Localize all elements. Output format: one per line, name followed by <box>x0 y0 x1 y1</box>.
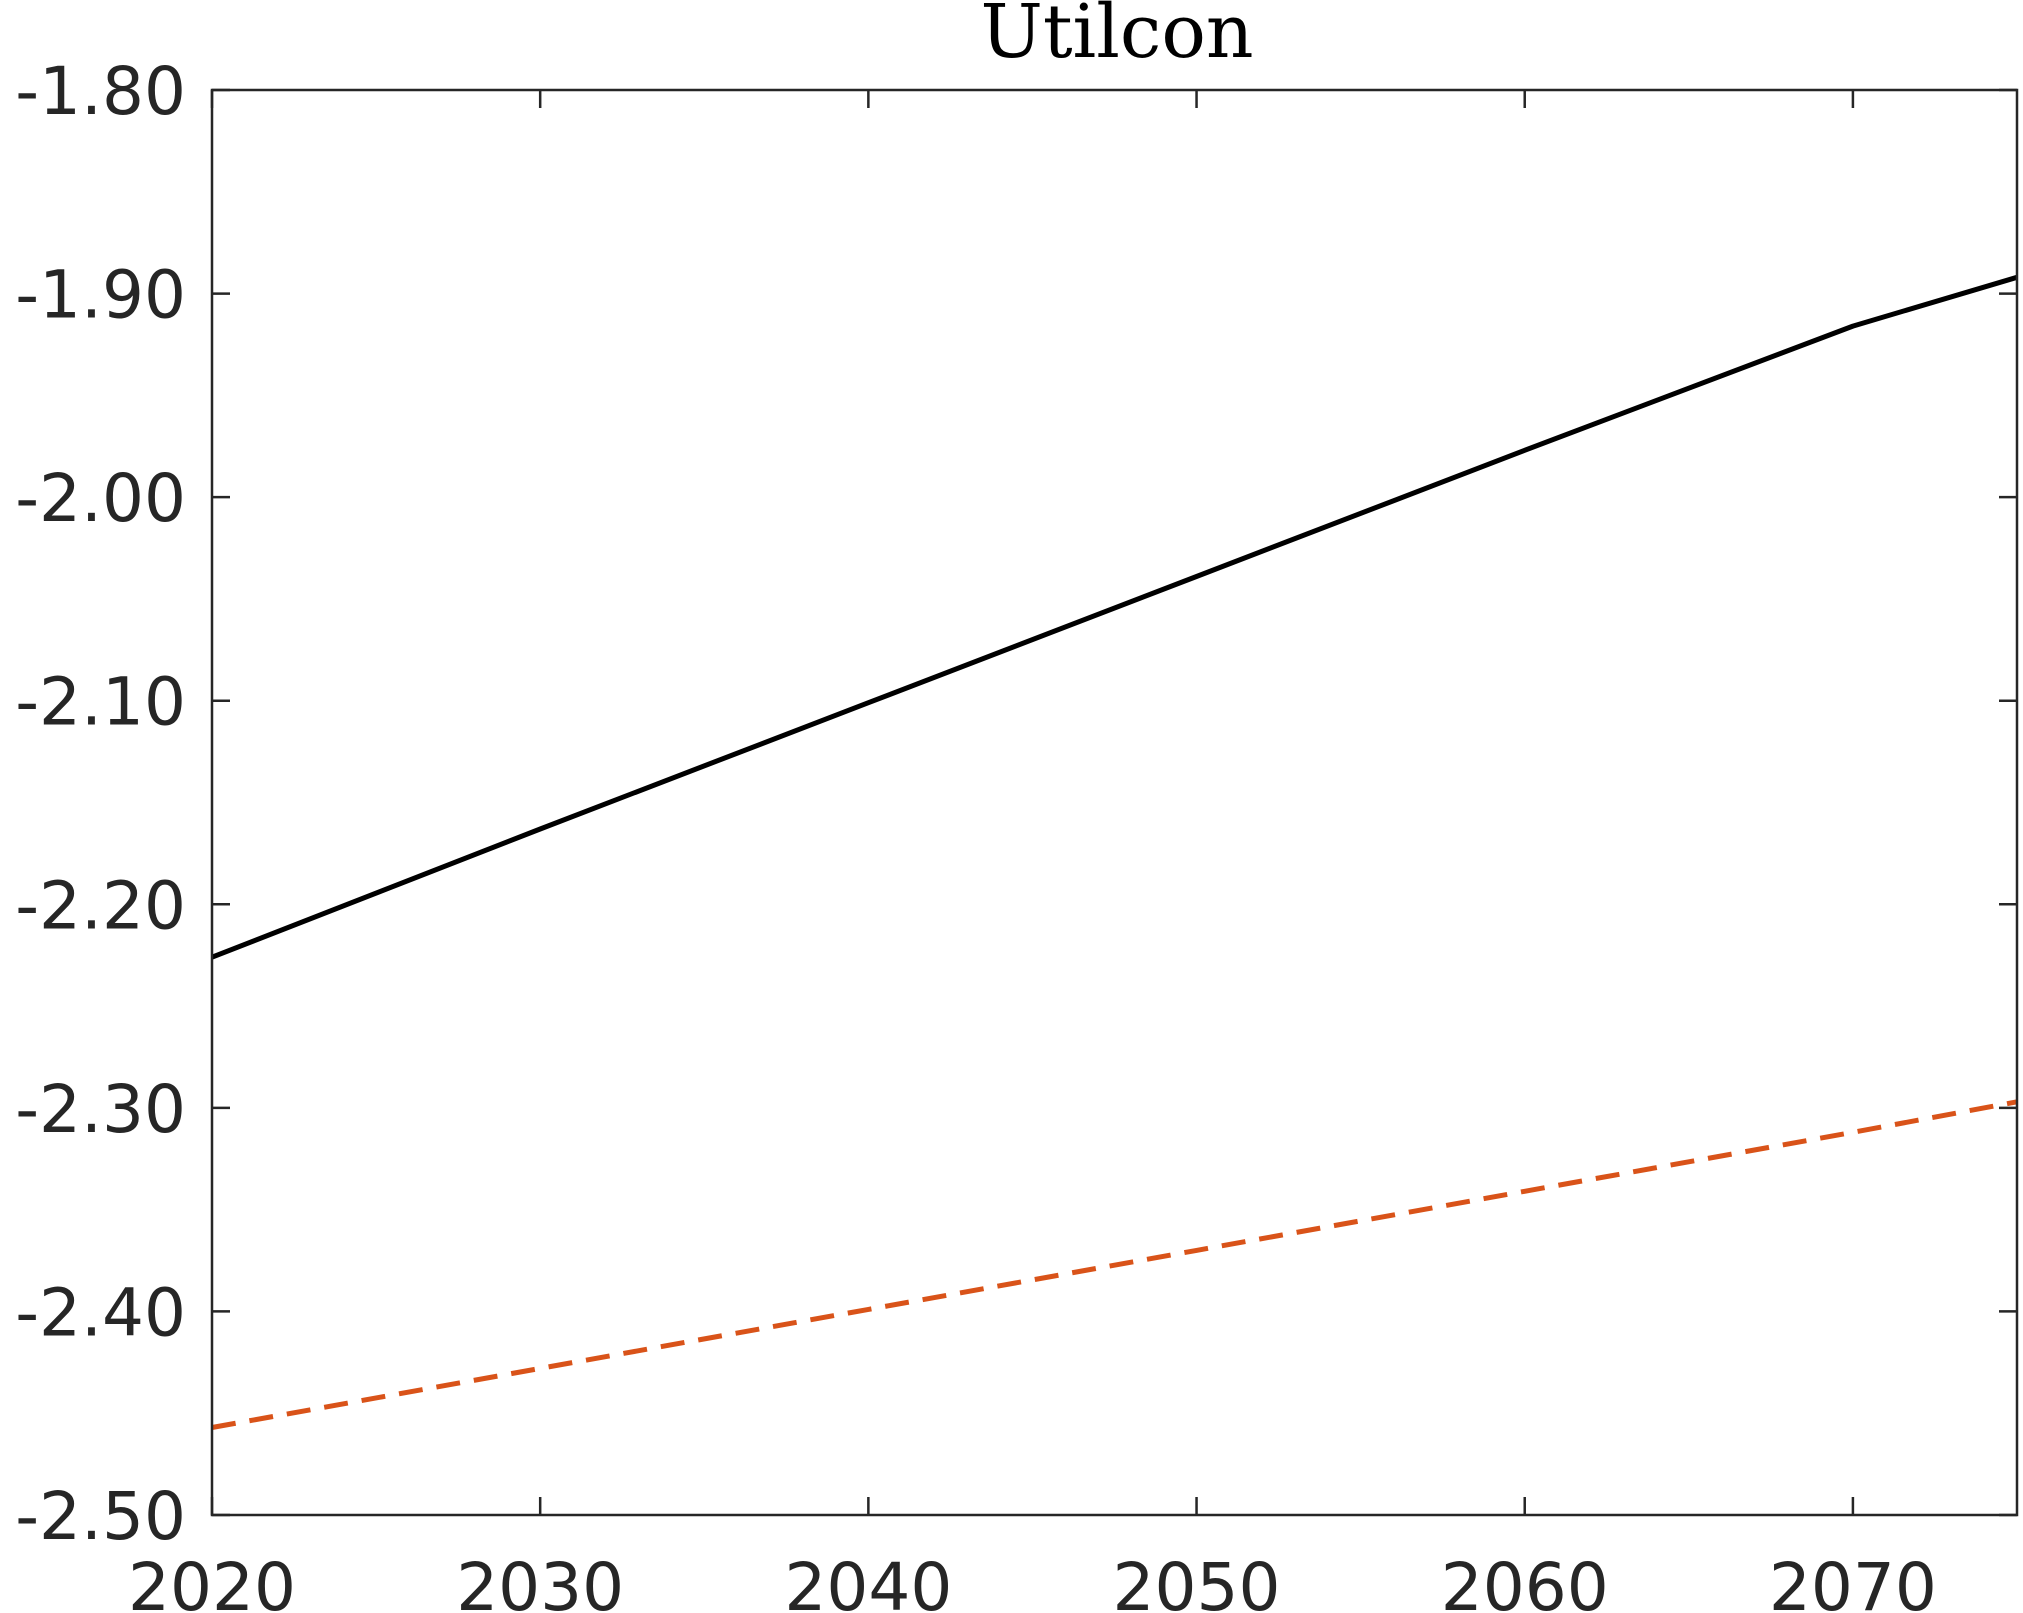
series-layer <box>211 274 2018 1430</box>
chart-title: Utilcon <box>980 0 1253 75</box>
y-tick-label: -2.20 <box>15 867 186 944</box>
series-line-1 <box>211 274 2018 960</box>
x-tick-label: 2020 <box>128 1549 296 1613</box>
x-tick-label: 2060 <box>1441 1549 1609 1613</box>
y-tick-label: -2.40 <box>15 1274 186 1351</box>
y-tick-label: -2.00 <box>15 460 186 537</box>
y-axis-tick-labels: -1.80 -1.90 -2.00 -2.10 -2.20 -2.30 -2.40 -2.50 <box>15 53 186 1555</box>
x-axis-tick-labels: 2020 2030 2040 2050 2060 2070 <box>128 1549 1937 1613</box>
x-tick-label: 2040 <box>784 1549 952 1613</box>
x-tick-label: 2070 <box>1769 1549 1937 1613</box>
x-tick-label: 2030 <box>456 1549 624 1613</box>
y-tick-label: -2.30 <box>15 1071 186 1148</box>
tick-layer <box>210 88 2017 1517</box>
series-line-2 <box>211 1099 2018 1430</box>
x-tick-label: 2050 <box>1113 1549 1281 1613</box>
plot-area-box <box>210 88 2019 1517</box>
y-tick-label: -2.50 <box>15 1478 186 1555</box>
y-tick-label: -1.80 <box>15 53 186 130</box>
y-tick-label: -2.10 <box>15 664 186 741</box>
y-tick-label: -1.90 <box>15 257 186 334</box>
